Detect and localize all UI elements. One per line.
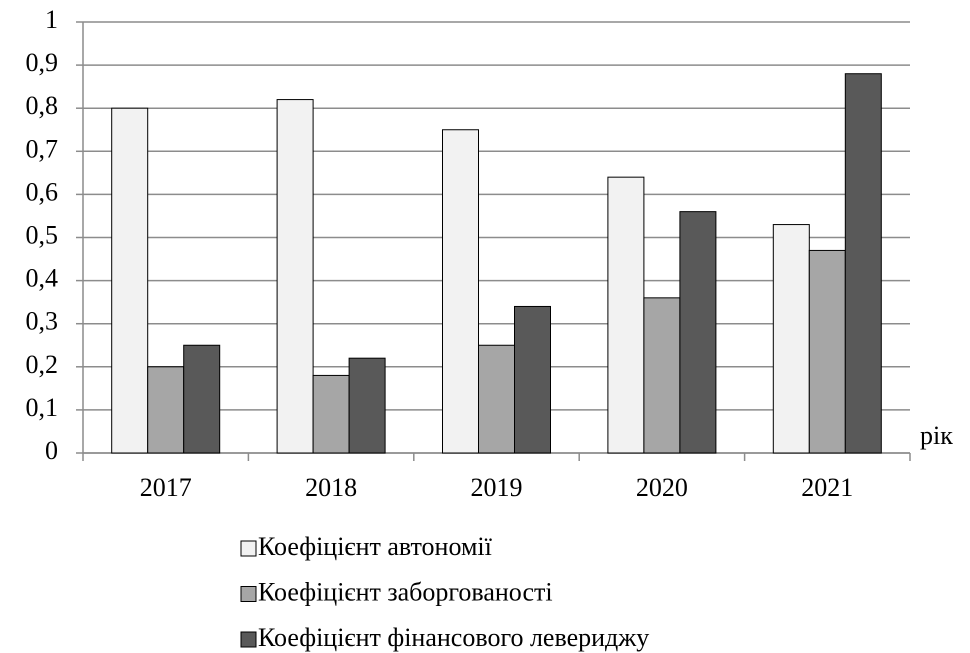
bar [643, 297, 681, 454]
bar [679, 211, 717, 454]
x-tick-label: 2020 [636, 473, 688, 502]
y-tick-label: 1 [45, 5, 58, 34]
bar [772, 224, 810, 454]
bar [183, 344, 221, 454]
bar [111, 107, 149, 454]
y-tick-label: 0,5 [26, 220, 59, 249]
bar [276, 99, 314, 454]
bar [844, 73, 882, 454]
y-tick-label: 0,1 [26, 393, 59, 422]
legend-swatch [240, 540, 257, 557]
legend-label: Коефіцієнт фінансового левериджу [258, 623, 649, 652]
y-tick-label: 0,6 [26, 177, 59, 206]
legend-swatch [240, 631, 257, 648]
legend-label: Коефіцієнт автономії [258, 532, 493, 561]
legend-swatch [240, 586, 257, 602]
y-tick-label: 0,3 [26, 307, 59, 336]
x-tick-label: 2017 [140, 473, 192, 502]
bar [312, 374, 350, 454]
y-tick-label: 0,2 [26, 350, 59, 379]
bar [478, 344, 515, 454]
y-tick-label: 0,8 [26, 91, 59, 120]
x-tick-label: 2021 [801, 473, 853, 502]
bar [514, 305, 551, 454]
x-tick-label: 2019 [471, 473, 523, 502]
legend-label: Коефіцієнт заборгованості [258, 577, 553, 606]
bar [607, 176, 645, 454]
bar [442, 129, 479, 454]
bar [348, 357, 386, 454]
y-tick-label: 0 [45, 436, 58, 465]
x-tick-label: 2018 [305, 473, 357, 502]
bar [147, 366, 185, 454]
y-tick-label: 0,9 [26, 48, 59, 77]
y-tick-label: 0,7 [26, 134, 59, 163]
bar [808, 249, 846, 454]
x-axis-label: рік [920, 421, 953, 450]
y-tick-label: 0,4 [26, 264, 59, 293]
